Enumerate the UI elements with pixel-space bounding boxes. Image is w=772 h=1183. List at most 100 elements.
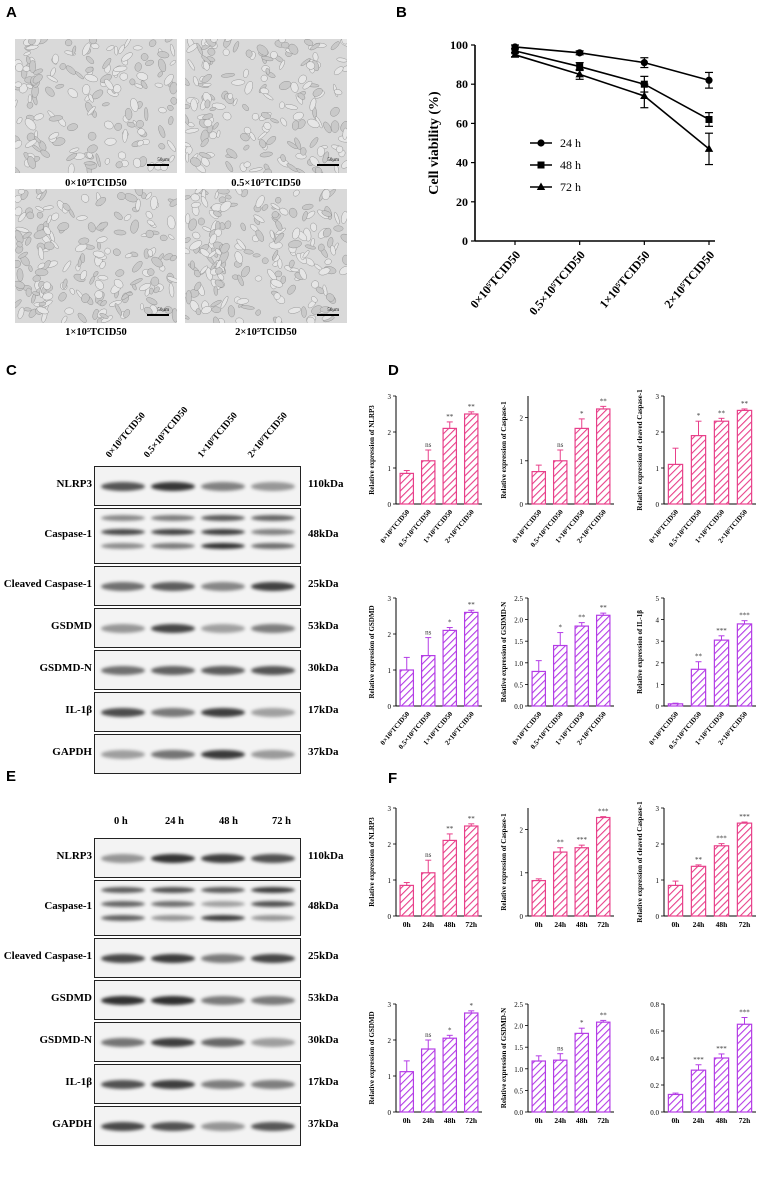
data-point: [576, 63, 584, 71]
cell-shape: [16, 241, 23, 248]
blot-band: [101, 665, 145, 675]
blot-kda-label: 25kDa: [308, 950, 339, 962]
blot-band: [101, 581, 145, 591]
bar: [690, 1069, 707, 1113]
blot-protein-label: IL-1β: [65, 1076, 92, 1088]
blot-band: [251, 887, 295, 893]
cell-shape: [322, 227, 332, 238]
bar: [531, 470, 547, 505]
cell-shape: [65, 65, 76, 75]
blot-band: [201, 481, 245, 491]
cell-shape: [44, 241, 55, 250]
y-tick-label: 0: [388, 501, 392, 509]
bar: [399, 472, 415, 505]
x-tick-label: 24h: [693, 920, 706, 929]
data-point: [576, 49, 584, 57]
y-axis-label: Relative expression of NLRP3: [368, 405, 376, 495]
blot-band: [201, 1079, 245, 1089]
cell-shape: [117, 151, 127, 160]
cell-shape: [36, 306, 49, 315]
cell-shape: [92, 89, 104, 100]
y-tick-label: 0: [656, 501, 660, 509]
y-tick-label: 0.6: [650, 1028, 659, 1036]
bar: [552, 460, 568, 505]
cell-shape: [288, 259, 295, 268]
cell-shape: [192, 231, 201, 240]
x-tick-label: 0h: [672, 920, 681, 929]
cell-shape: [164, 39, 173, 43]
blot-band: [201, 543, 245, 549]
scalebar: [147, 164, 169, 166]
cell-shape: [15, 140, 23, 149]
cell-shape: [293, 189, 300, 197]
cell-shape: [194, 281, 202, 291]
cell-shape: [169, 82, 177, 95]
cell-shape: [326, 293, 335, 302]
x-tick-label: 72h: [465, 1116, 478, 1125]
cell-shape: [306, 316, 316, 323]
cell-shape: [319, 306, 332, 313]
cell-shape: [130, 219, 139, 234]
blot-band: [201, 915, 245, 921]
cell-shape: [148, 39, 157, 47]
blot-protein-label: GSDMD-N: [39, 662, 92, 674]
cell-shape: [78, 237, 90, 245]
blot-band: [151, 901, 195, 907]
bar: [690, 434, 707, 505]
lane-label: 2×10⁵TCID50: [246, 410, 290, 460]
cell-shape: [309, 97, 317, 111]
cell-shape: [266, 136, 277, 145]
cell-shape: [243, 161, 251, 168]
blot-protein-label: Cleaved Caspase-1: [3, 578, 92, 590]
y-tick-label: 2.0: [514, 617, 523, 625]
y-tick-label: 1.5: [514, 638, 523, 646]
micrograph-2: 50μm: [15, 189, 177, 323]
cell-shape: [130, 278, 143, 286]
cell-shape: [158, 125, 166, 138]
blot-band: [251, 1121, 295, 1131]
panel-letter-a: A: [6, 4, 17, 21]
blot-band: [151, 749, 195, 759]
bar: [463, 611, 479, 707]
blot-kda-label: 48kDa: [308, 900, 339, 912]
micrograph-caption: 0.5×10⁵TCID50: [231, 178, 301, 189]
y-tick-label: 1.0: [514, 1066, 523, 1074]
bar: [399, 884, 415, 917]
bar-chart-f4: 0 1 2 3 Relative expression of GSDMD 0h ns 24h *…: [368, 1001, 482, 1125]
cell-shape: [194, 189, 203, 194]
cell-shape: [287, 284, 296, 295]
significance-label: ***: [739, 813, 750, 821]
significance-label: ***: [739, 1009, 750, 1017]
blot-band: [101, 901, 145, 907]
cell-shape: [144, 107, 149, 122]
cell-shape: [135, 120, 144, 129]
cell-shape: [290, 81, 299, 93]
cell-shape: [240, 266, 251, 278]
cell-shape: [149, 287, 154, 295]
cell-shape: [134, 62, 142, 72]
cell-shape: [210, 299, 222, 307]
blot-band: [151, 1079, 195, 1089]
cell-shape: [339, 265, 347, 276]
blot-band: [151, 481, 195, 491]
cell-shape: [310, 238, 315, 247]
cell-shape: [322, 151, 330, 164]
cell-shape: [25, 236, 32, 246]
cell-shape: [226, 148, 238, 159]
blot-protein-label: Cleaved Caspase-1: [3, 950, 92, 962]
cell-shape: [32, 74, 43, 84]
cell-shape: [151, 256, 163, 268]
cell-shape: [203, 119, 213, 127]
y-axis-label: Relative expression of cleaved Caspase-1: [636, 801, 644, 923]
cell-shape: [321, 210, 332, 217]
cell-shape: [75, 243, 88, 253]
cell-shape: [147, 249, 154, 257]
bar: [595, 614, 611, 707]
blot-band: [101, 1121, 145, 1131]
cell-shape: [310, 222, 317, 232]
cell-shape: [224, 39, 233, 42]
cell-shape: [302, 250, 310, 259]
cell-shape: [304, 39, 314, 46]
blot-band: [151, 707, 195, 717]
